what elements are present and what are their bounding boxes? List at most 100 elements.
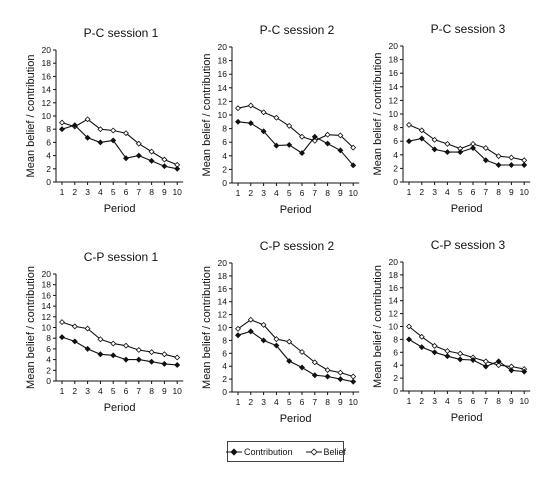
y-tick-label: 14 [218, 297, 228, 307]
y-tick-label: 4 [393, 360, 398, 370]
y-tick-label: 4 [393, 150, 398, 160]
x-tick-label: 4 [98, 187, 103, 197]
x-tick-label: 4 [274, 188, 279, 198]
contribution-point [161, 163, 168, 170]
y-tick-label: 16 [42, 71, 52, 81]
belief-point [110, 127, 117, 134]
belief-point [135, 140, 142, 147]
belief-point [148, 148, 155, 155]
contribution-point [431, 349, 438, 356]
x-axis-label: Period [104, 203, 136, 215]
contribution-point [444, 149, 451, 156]
belief-point [521, 157, 528, 164]
belief-line [237, 104, 354, 148]
contribution-point [148, 157, 155, 164]
belief-point [444, 140, 451, 147]
belief-point [299, 349, 305, 355]
y-tick-label: 20 [42, 45, 52, 55]
y-tick-label: 14 [389, 82, 399, 92]
y-tick-label: 2 [46, 365, 51, 375]
x-tick-label: 5 [458, 187, 463, 197]
x-tick-label: 2 [248, 397, 253, 407]
contribution-point [84, 134, 91, 141]
x-tick-label: 3 [432, 187, 437, 197]
belief-point [444, 348, 451, 354]
x-tick-label: 4 [445, 187, 450, 197]
y-tick-label: 4 [222, 151, 227, 161]
contribution-point [235, 332, 241, 339]
belief-point [59, 119, 65, 126]
contribution-point [337, 376, 344, 383]
contribution-point [84, 345, 91, 352]
contribution-point [260, 128, 267, 135]
chart-title: C-P session 2 [260, 239, 335, 253]
contribution-point [97, 139, 104, 146]
belief-point [482, 358, 489, 365]
belief-point [495, 362, 502, 369]
belief-point [508, 154, 515, 161]
x-tick-label: 4 [98, 386, 103, 396]
x-tick-label: 4 [274, 397, 279, 407]
x-tick-label: 7 [136, 386, 141, 396]
belief-point [431, 342, 438, 349]
contribution-point [508, 162, 515, 168]
x-tick-label: 8 [325, 188, 330, 198]
y-axis-label: Mean belief / contribution [201, 266, 213, 389]
y-tick-label: 4 [222, 361, 227, 371]
y-tick-label: 16 [389, 68, 399, 78]
y-tick-label: 0 [222, 178, 227, 188]
x-axis-label: Period [280, 204, 312, 216]
x-tick-label: 3 [261, 397, 266, 407]
belief-point [311, 137, 318, 144]
y-axis-label: Mean belief / contribution [25, 55, 37, 178]
y-tick-label: 20 [218, 258, 228, 268]
contribution-point [247, 120, 254, 127]
y-tick-label: 16 [218, 69, 228, 79]
belief-point [84, 116, 91, 123]
legend-label-contribution: Contribution [243, 446, 293, 457]
belief-point [148, 349, 155, 356]
contribution-point [457, 356, 464, 363]
belief-point [235, 325, 241, 332]
contribution-line [237, 121, 354, 166]
x-tick-label: 9 [162, 187, 167, 197]
x-tick-label: 1 [236, 188, 241, 198]
y-tick-label: 8 [222, 124, 227, 134]
x-tick-label: 5 [111, 187, 116, 197]
y-tick-label: 8 [222, 335, 227, 345]
x-tick-label: 6 [300, 188, 305, 198]
belief-point [482, 145, 489, 151]
y-tick-label: 2 [393, 163, 398, 173]
legend-item-contribution: Contribution [225, 447, 293, 457]
belief-point [260, 109, 267, 116]
x-tick-label: 8 [496, 187, 501, 197]
belief-point [418, 333, 425, 340]
x-tick-label: 3 [432, 396, 437, 406]
y-tick-label: 2 [46, 164, 51, 174]
belief-point [161, 351, 168, 358]
x-tick-label: 1 [407, 396, 412, 406]
x-tick-label: 6 [124, 187, 129, 197]
contribution-point [148, 358, 155, 365]
belief-line [61, 321, 178, 359]
contribution-point [311, 133, 318, 140]
belief-line [61, 118, 178, 166]
x-tick-label: 10 [172, 386, 182, 396]
belief-point [324, 131, 331, 138]
x-tick-label: 8 [325, 397, 330, 407]
contribution-line [61, 124, 178, 170]
y-tick-label: 18 [389, 55, 399, 65]
belief-point [110, 340, 117, 347]
contribution-point [161, 360, 168, 367]
y-tick-label: 10 [42, 111, 52, 121]
belief-point [161, 156, 168, 163]
x-tick-label: 7 [312, 397, 317, 407]
x-tick-label: 8 [149, 187, 154, 197]
y-tick-label: 2 [222, 374, 227, 384]
x-tick-label: 6 [124, 386, 129, 396]
x-tick-label: 10 [519, 396, 529, 406]
belief-point [174, 354, 181, 361]
